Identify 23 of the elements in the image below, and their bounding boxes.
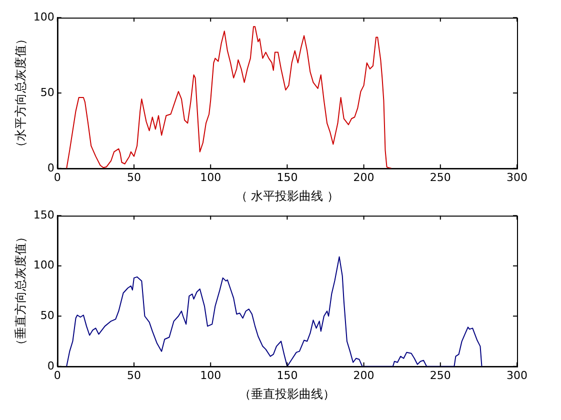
x-axis-title: （ 水平投影曲线 ） <box>235 188 340 203</box>
x-tick-label: 300 <box>506 170 528 184</box>
y-tick-label: 50 <box>40 308 54 322</box>
x-tick-label: 100 <box>200 170 222 184</box>
y-tick-label: 100 <box>33 258 54 272</box>
y-tick-label: 0 <box>47 359 54 372</box>
x-tick-label: 300 <box>506 368 528 382</box>
y-tick-label: 100 <box>33 10 54 24</box>
y-axis-title: （水平方向总灰度值） <box>13 33 28 153</box>
y-tick-label: 150 <box>33 208 54 222</box>
x-tick-label: 50 <box>126 170 141 184</box>
y-tick-label: 50 <box>40 86 54 99</box>
x-tick-label: 50 <box>126 368 141 382</box>
x-tick-label: 250 <box>430 368 451 382</box>
x-tick-label: 250 <box>430 170 451 184</box>
y-axis-title: （垂直方向总灰度值） <box>13 231 28 351</box>
x-tick-label: 200 <box>353 368 374 382</box>
x-tick-label: 150 <box>276 368 298 382</box>
x-tick-label: 150 <box>276 170 298 184</box>
x-axis-title: （垂直投影曲线） <box>239 386 336 401</box>
y-tick-label: 0 <box>47 161 54 174</box>
x-tick-label: 100 <box>200 368 222 382</box>
x-tick-label: 200 <box>353 170 374 184</box>
